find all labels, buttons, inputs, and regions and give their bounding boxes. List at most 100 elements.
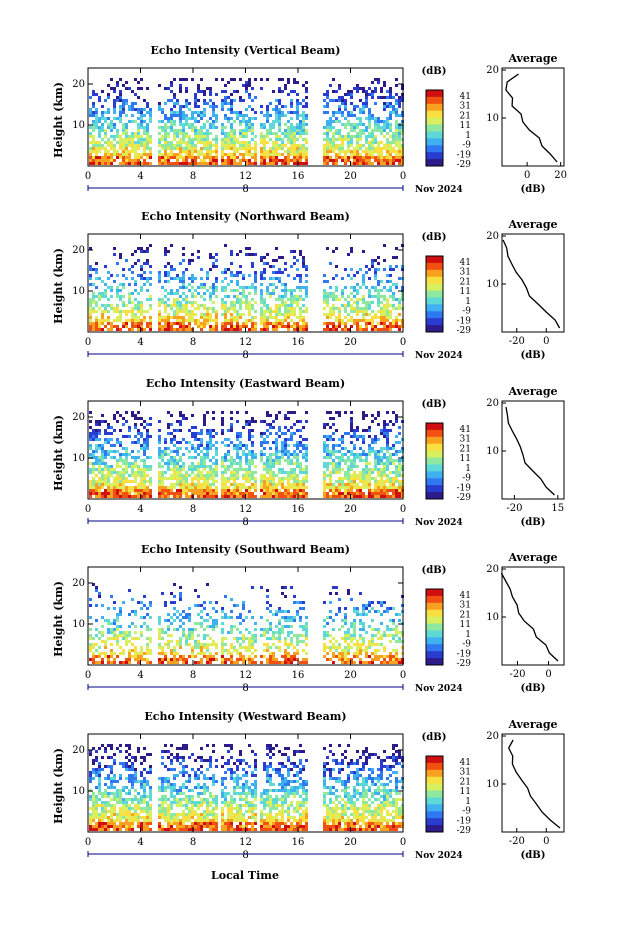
heatmap-cell <box>374 325 377 328</box>
heatmap-cell <box>233 129 236 132</box>
heatmap-cell <box>164 301 167 304</box>
heatmap-cell <box>263 141 266 144</box>
heatmap-cell <box>347 486 350 489</box>
heatmap-cell <box>137 274 140 277</box>
heatmap-cell <box>350 423 353 426</box>
heatmap-cell <box>236 283 239 286</box>
heatmap-cell <box>362 474 365 477</box>
heatmap-cell <box>173 313 176 316</box>
heatmap-cell <box>161 637 164 640</box>
heatmap-cell <box>230 471 233 474</box>
heatmap-cell <box>191 292 194 295</box>
heatmap-cell <box>137 129 140 132</box>
heatmap-cell <box>185 117 188 120</box>
heatmap-cell <box>209 483 212 486</box>
heatmap-cell <box>323 441 326 444</box>
heatmap-cell <box>392 447 395 450</box>
heatmap-cell <box>179 322 182 325</box>
heatmap-cell <box>365 480 368 483</box>
heatmap-cell <box>107 486 110 489</box>
heatmap-cell <box>137 601 140 604</box>
heatmap-cell <box>296 129 299 132</box>
heatmap-cell <box>146 126 149 129</box>
heatmap-cell <box>329 129 332 132</box>
heatmap-cell <box>350 477 353 480</box>
heatmap-cell <box>338 325 341 328</box>
heatmap-cell <box>173 105 176 108</box>
heatmap-cell <box>383 259 386 262</box>
heatmap-cell <box>95 126 98 129</box>
heatmap-cell <box>398 483 401 486</box>
heatmap-cell <box>302 322 305 325</box>
heatmap-cell <box>287 274 290 277</box>
heatmap-cell <box>233 480 236 483</box>
heatmap-cell <box>296 301 299 304</box>
heatmap-cell <box>179 105 182 108</box>
heatmap-cell <box>323 105 326 108</box>
heatmap-cell <box>215 432 218 435</box>
heatmap-cell <box>293 135 296 138</box>
heatmap-cell <box>299 450 302 453</box>
heatmap-cell <box>95 649 98 652</box>
heatmap-cell <box>263 262 266 265</box>
heatmap-cell <box>287 162 290 165</box>
heatmap-cell <box>251 87 254 90</box>
heatmap-cell <box>212 289 215 292</box>
heatmap-cell <box>392 453 395 456</box>
heatmap-cell <box>107 153 110 156</box>
heatmap-cell <box>251 147 254 150</box>
heatmap-cell <box>338 298 341 301</box>
x-tick-label: 12 <box>239 337 252 348</box>
heatmap-cell <box>176 147 179 150</box>
heatmap-cell <box>383 307 386 310</box>
heatmap-cell <box>134 459 137 462</box>
heatmap-cell <box>215 78 218 81</box>
heatmap-cell <box>395 102 398 105</box>
heatmap-cell <box>188 655 191 658</box>
heatmap-cell <box>167 156 170 159</box>
heatmap-cell <box>215 156 218 159</box>
heatmap-cell <box>179 495 182 498</box>
heatmap-cell <box>263 474 266 477</box>
heatmap-cell <box>212 159 215 162</box>
heatmap-cell <box>206 453 209 456</box>
heatmap-cell <box>107 298 110 301</box>
heatmap-cell <box>206 313 209 316</box>
heatmap-cell <box>335 90 338 93</box>
heatmap-cell <box>98 423 101 426</box>
heatmap-cell <box>167 147 170 150</box>
heatmap-cell <box>305 322 308 325</box>
heatmap-cell <box>170 123 173 126</box>
heatmap-cell <box>101 456 104 459</box>
heatmap-cell <box>284 417 287 420</box>
heatmap-cell <box>263 310 266 313</box>
heatmap-cell <box>95 141 98 144</box>
heatmap-cell <box>194 622 197 625</box>
heatmap-cell <box>221 486 224 489</box>
heatmap-cell <box>266 477 269 480</box>
heatmap-cell <box>356 84 359 87</box>
heatmap-cell <box>119 429 122 432</box>
heatmap-cell <box>221 307 224 310</box>
heatmap-cell <box>107 480 110 483</box>
heatmap-cell <box>305 471 308 474</box>
heatmap-cell <box>332 465 335 468</box>
heatmap-cell <box>389 111 392 114</box>
heatmap-cell <box>179 120 182 123</box>
heatmap-cell <box>188 631 191 634</box>
heatmap-cell <box>149 277 152 280</box>
heatmap-cell <box>233 111 236 114</box>
heatmap-cell <box>188 489 191 492</box>
heatmap-cell <box>365 156 368 159</box>
heatmap-cell <box>290 426 293 429</box>
heatmap-cell <box>362 495 365 498</box>
heatmap-cell <box>188 495 191 498</box>
heatmap-cell <box>233 495 236 498</box>
heatmap-cell <box>266 156 269 159</box>
heatmap-cell <box>221 286 224 289</box>
heatmap-cell <box>182 162 185 165</box>
heatmap-cell <box>188 616 191 619</box>
heatmap-cell <box>146 652 149 655</box>
heatmap-cell <box>224 277 227 280</box>
heatmap-cell <box>299 162 302 165</box>
